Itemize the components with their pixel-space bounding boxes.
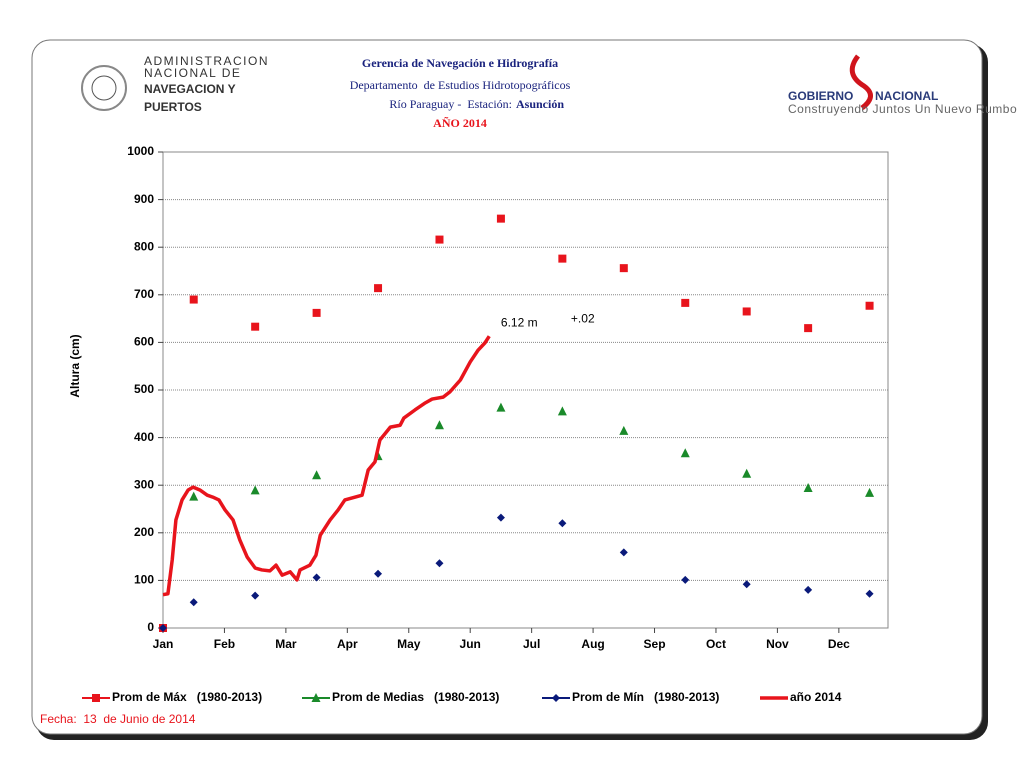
data-point [619,425,629,435]
annotation: 6.12 m [501,316,538,330]
x-tick-label: Nov [766,637,789,651]
data-point [865,589,874,598]
data-point [496,214,505,223]
y-tick-label: 500 [134,382,154,396]
data-point [435,559,444,568]
data-point [865,487,875,497]
data-point [159,624,167,632]
legend-label: año 2014 [790,690,842,704]
year: AÑO 2014 [433,116,487,130]
data-point [312,470,322,480]
title: Gerencia de Navegación e Hidrografía [362,56,558,70]
data-point [496,513,505,522]
y-tick-label: 600 [134,335,154,349]
data-point [742,307,751,316]
legend-label: Prom de Medias (1980-2013) [332,690,499,704]
logo-swoosh [849,54,873,110]
data-point [681,298,690,307]
x-tick-label: Dec [828,637,850,651]
legend-marker [552,694,560,702]
seal [81,65,127,111]
data-point [496,402,506,412]
data-point [742,580,751,589]
data-point [804,324,813,333]
data-point [619,548,628,557]
logo-text: NACIONAL [875,89,938,103]
y-tick-label: 700 [134,287,154,301]
legend-marker [311,693,321,702]
x-tick-label: Feb [214,637,235,651]
y-tick-label: 1000 [127,144,154,158]
data-point [189,598,198,607]
data-point [680,448,690,458]
x-tick-label: Aug [581,637,604,651]
logo-text: GOBIERNO [788,89,853,103]
data-point [557,406,567,416]
data-point [189,491,199,501]
logo-text: PUERTOS [144,100,202,114]
y-tick-label: 200 [134,525,154,539]
data-point [803,483,813,493]
legend-label: Prom de Mín (1980-2013) [572,690,719,704]
logo-text: NACIONAL DE [144,66,241,80]
data-point [619,264,628,273]
legend-marker [92,694,100,702]
logo-slogan: Construyendo Juntos Un Nuevo Rumbo [788,102,1017,116]
y-tick-label: 900 [134,192,154,206]
data-point [434,420,444,430]
data-point [804,585,813,594]
data-point [251,591,260,600]
station: Río Paraguay - Estación: [389,97,512,111]
data-point [558,254,567,263]
x-tick-label: May [397,637,421,651]
x-tick-label: Oct [706,637,726,651]
x-tick-label: Jan [153,637,174,651]
y-tick-label: 300 [134,477,154,491]
data-point [374,569,383,578]
y-axis-label: Altura (cm) [68,334,82,397]
legend-label: Prom de Máx (1980-2013) [112,690,262,704]
y-tick-label: 0 [147,620,154,634]
series-line [162,335,491,597]
x-tick-label: Jun [460,637,481,651]
seal-inner [91,75,117,101]
data-point [312,573,321,582]
data-point [681,575,690,584]
data-point [742,468,752,478]
data-point [558,519,567,528]
data-point [189,295,198,304]
footer-date: Fecha: 13 de Junio de 2014 [40,712,196,726]
logo-text: NAVEGACION Y [144,82,236,96]
y-tick-label: 400 [134,430,154,444]
station-name: Asunción [516,97,564,111]
data-point [865,301,874,310]
x-tick-label: Sep [644,637,666,651]
x-tick-label: Mar [275,637,297,651]
data-point [251,322,260,331]
x-tick-label: Jul [523,637,540,651]
logo-text: ADMINISTRACION [144,54,269,68]
y-tick-label: 100 [134,573,154,587]
y-tick-label: 800 [134,239,154,253]
x-tick-label: Apr [337,637,358,651]
data-point [374,284,383,293]
data-point [435,235,444,244]
annotation-sup: +.02 [571,312,595,326]
subtitle: Departamento de Estudios Hidrotopográfic… [350,78,571,92]
data-point [312,308,321,317]
data-point [250,485,260,495]
